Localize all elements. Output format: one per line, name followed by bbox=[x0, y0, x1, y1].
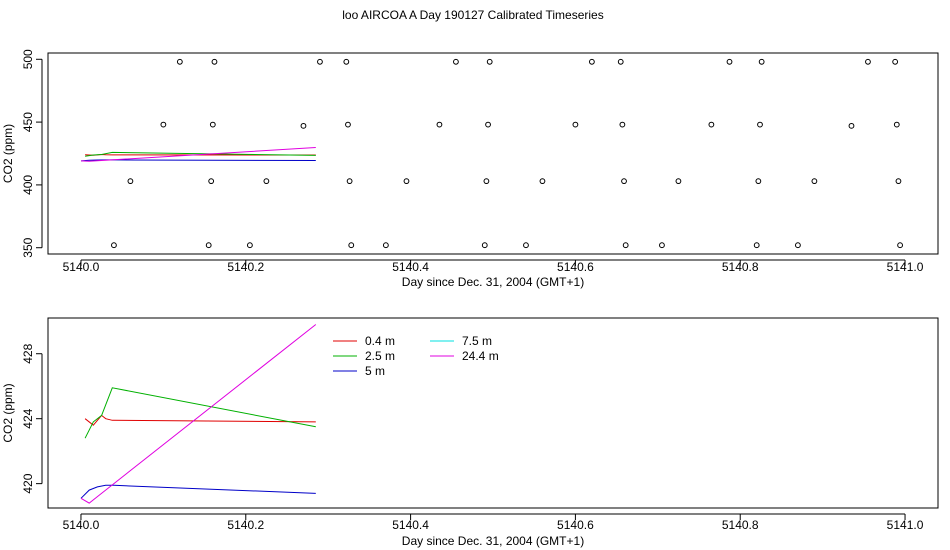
y-tick-label: 450 bbox=[21, 112, 35, 132]
data-point bbox=[895, 178, 902, 185]
data-point bbox=[317, 58, 323, 65]
x-tick-label: 5140.6 bbox=[557, 260, 594, 274]
data-point bbox=[205, 242, 212, 249]
data-point bbox=[346, 178, 353, 185]
x-tick-label: 5140.2 bbox=[227, 518, 264, 532]
data-point bbox=[675, 178, 682, 185]
x-tick-label: 5140.6 bbox=[557, 518, 594, 532]
data-point bbox=[209, 121, 216, 128]
series-line bbox=[80, 147, 316, 162]
data-point bbox=[757, 121, 763, 128]
data-point bbox=[619, 121, 626, 128]
data-point bbox=[848, 122, 855, 129]
plot-frame bbox=[47, 317, 939, 509]
series-line bbox=[84, 387, 316, 439]
y-tick-label: 500 bbox=[21, 49, 35, 69]
data-point bbox=[382, 242, 389, 249]
data-point bbox=[588, 58, 595, 65]
legend-label: 5 m bbox=[365, 364, 385, 378]
data-point bbox=[483, 178, 490, 185]
data-point bbox=[208, 178, 215, 185]
y-tick-label: 400 bbox=[21, 175, 35, 195]
data-point bbox=[127, 178, 134, 185]
x-tick-label: 5140.0 bbox=[63, 260, 100, 274]
series-line bbox=[80, 159, 316, 162]
data-point bbox=[300, 122, 307, 129]
data-point bbox=[708, 121, 715, 128]
bottom-panel: 5140.0 5140.2 5140.4 5140.6 5140.8 5141.0 Day … bbox=[1, 317, 939, 548]
y-tick-label: 350 bbox=[21, 237, 35, 257]
data-point bbox=[486, 58, 493, 65]
series-line bbox=[85, 151, 316, 157]
x-tick-label: 5140.2 bbox=[227, 260, 264, 274]
data-point bbox=[726, 58, 733, 65]
data-point bbox=[758, 58, 765, 65]
data-point bbox=[617, 58, 624, 65]
data-point bbox=[348, 242, 355, 249]
y-axis-title: CO2 (ppm) bbox=[1, 124, 15, 183]
series-line bbox=[80, 324, 317, 504]
data-point bbox=[622, 242, 629, 249]
data-point bbox=[523, 242, 529, 249]
data-point bbox=[572, 121, 579, 128]
data-point bbox=[892, 58, 899, 65]
y-axis-title: CO2 (ppm) bbox=[1, 383, 15, 442]
data-point bbox=[436, 121, 443, 128]
x-tick-label: 5140.8 bbox=[722, 518, 759, 532]
data-point bbox=[755, 178, 762, 185]
data-point bbox=[403, 178, 410, 185]
data-point bbox=[481, 242, 488, 249]
legend-label: 2.5 m bbox=[365, 349, 395, 363]
data-point bbox=[343, 58, 350, 65]
data-point bbox=[246, 242, 253, 249]
y-tick-label: 420 bbox=[21, 473, 35, 493]
plot-frame bbox=[47, 52, 939, 255]
data-point bbox=[263, 178, 270, 185]
data-point bbox=[485, 121, 491, 128]
data-point bbox=[897, 242, 903, 249]
legend-label: 7.5 m bbox=[462, 334, 492, 348]
data-point bbox=[211, 58, 218, 65]
series-line bbox=[80, 484, 316, 499]
data-point bbox=[539, 178, 546, 185]
top-panel: 5140.0 5140.2 5140.4 5140.6 5140.8 5141.0 Day … bbox=[1, 49, 939, 289]
data-point bbox=[893, 121, 900, 128]
data-point bbox=[111, 242, 117, 249]
x-tick-label: 5140.0 bbox=[63, 518, 100, 532]
data-point bbox=[811, 178, 818, 185]
data-point bbox=[659, 242, 665, 249]
data-point bbox=[865, 58, 871, 65]
data-point bbox=[160, 121, 167, 128]
y-tick-label: 424 bbox=[21, 408, 35, 428]
legend-label: 24.4 m bbox=[462, 349, 499, 363]
x-tick-label: 5140.4 bbox=[392, 518, 429, 532]
figure-title: loo AIRCOA A Day 190127 Calibrated Times… bbox=[342, 8, 603, 22]
data-point bbox=[176, 58, 183, 65]
x-tick-label: 5140.4 bbox=[392, 260, 429, 274]
y-tick-label: 428 bbox=[21, 343, 35, 363]
x-tick-label: 5141.0 bbox=[887, 260, 924, 274]
x-tick-label: 5141.0 bbox=[887, 518, 924, 532]
x-axis-title: Day since Dec. 31, 2004 (GMT+1) bbox=[402, 534, 584, 548]
x-tick-label: 5140.8 bbox=[722, 260, 759, 274]
data-point bbox=[795, 242, 801, 249]
x-axis-title: Day since Dec. 31, 2004 (GMT+1) bbox=[402, 275, 584, 289]
data-point bbox=[453, 58, 459, 65]
legend-label: 0.4 m bbox=[365, 334, 395, 348]
data-point bbox=[753, 242, 760, 249]
data-point bbox=[621, 178, 627, 185]
data-point bbox=[345, 121, 351, 128]
